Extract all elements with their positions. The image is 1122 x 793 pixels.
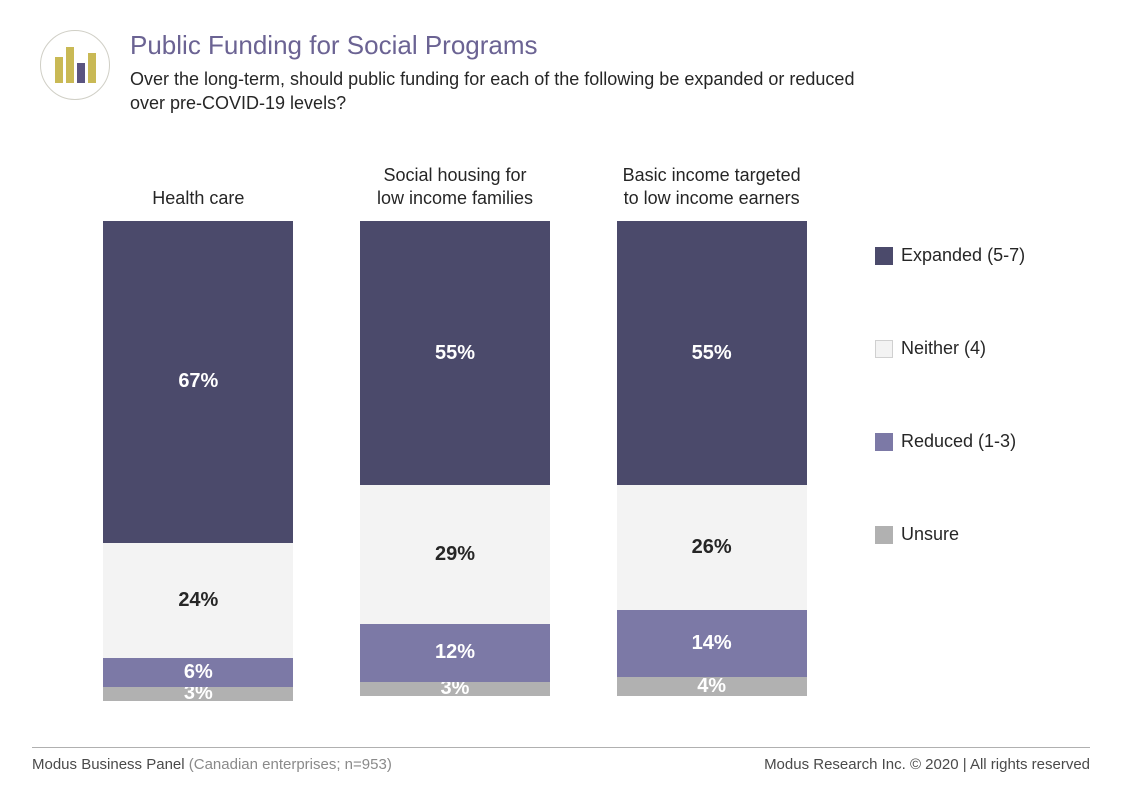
legend-item-neither: Neither (4) <box>875 338 1060 359</box>
bar-segment-expanded: 55% <box>360 221 550 485</box>
footer-source-detail: (Canadian enterprises; n=953) <box>189 756 392 773</box>
legend-item-reduced: Reduced (1-3) <box>875 431 1060 452</box>
legend-label: Reduced (1-3) <box>901 431 1016 452</box>
icon-bar <box>66 47 74 83</box>
chart: Health care67%24%6%3%Social housing forl… <box>60 155 1060 715</box>
bar-segment-expanded: 55% <box>617 221 807 485</box>
bar-stack: 55%26%14%4% <box>617 221 807 696</box>
legend-label: Neither (4) <box>901 338 986 359</box>
bars-region: Health care67%24%6%3%Social housing forl… <box>60 155 850 715</box>
bar-stack: 67%24%6%3% <box>103 221 293 701</box>
legend: Expanded (5-7) Neither (4) Reduced (1-3) Un… <box>850 155 1060 715</box>
bar-segment-reduced: 6% <box>103 658 293 687</box>
bar-group: Health care 67%24%6%3% <box>83 155 313 715</box>
header-text: Public Funding for Social Programs Over … <box>130 30 1082 116</box>
chart-icon <box>40 30 110 100</box>
legend-swatch <box>875 526 893 544</box>
footer-copyright: Modus Research Inc. © 2020 | All rights … <box>764 756 1090 773</box>
footer-source-prefix: Modus Business Panel <box>32 756 189 773</box>
bar-segment-neither: 29% <box>360 485 550 624</box>
bar-category-label: Basic income targetedto low income earne… <box>623 155 801 209</box>
icon-bar <box>55 57 63 83</box>
page-title: Public Funding for Social Programs <box>130 30 1082 61</box>
bar-segment-neither: 26% <box>617 485 807 610</box>
legend-swatch <box>875 247 893 265</box>
bar-segment-neither: 24% <box>103 543 293 658</box>
page-subtitle: Over the long-term, should public fundin… <box>130 67 890 116</box>
legend-label: Unsure <box>901 524 959 545</box>
icon-bar <box>77 63 85 83</box>
legend-label: Expanded (5-7) <box>901 245 1025 266</box>
legend-item-unsure: Unsure <box>875 524 1060 545</box>
bar-stack: 55%29%12%3% <box>360 221 550 696</box>
footer: Modus Business Panel (Canadian enterpris… <box>32 747 1090 773</box>
bar-category-label: Social housing forlow income families <box>377 155 533 209</box>
legend-swatch <box>875 433 893 451</box>
bar-segment-unsure: 4% <box>617 677 807 696</box>
icon-bar <box>88 53 96 83</box>
bar-segment-expanded: 67% <box>103 221 293 543</box>
bar-segment-unsure: 3% <box>360 682 550 696</box>
legend-swatch <box>875 340 893 358</box>
header: Public Funding for Social Programs Over … <box>0 0 1122 126</box>
bar-segment-reduced: 12% <box>360 624 550 682</box>
footer-source: Modus Business Panel (Canadian enterpris… <box>32 756 392 773</box>
bar-segment-unsure: 3% <box>103 687 293 701</box>
bar-category-label: Health care <box>152 155 244 209</box>
legend-item-expanded: Expanded (5-7) <box>875 245 1060 266</box>
bar-group: Social housing forlow income families 55%… <box>340 155 570 715</box>
bar-segment-reduced: 14% <box>617 610 807 677</box>
bar-group: Basic income targetedto low income earne… <box>597 155 827 715</box>
